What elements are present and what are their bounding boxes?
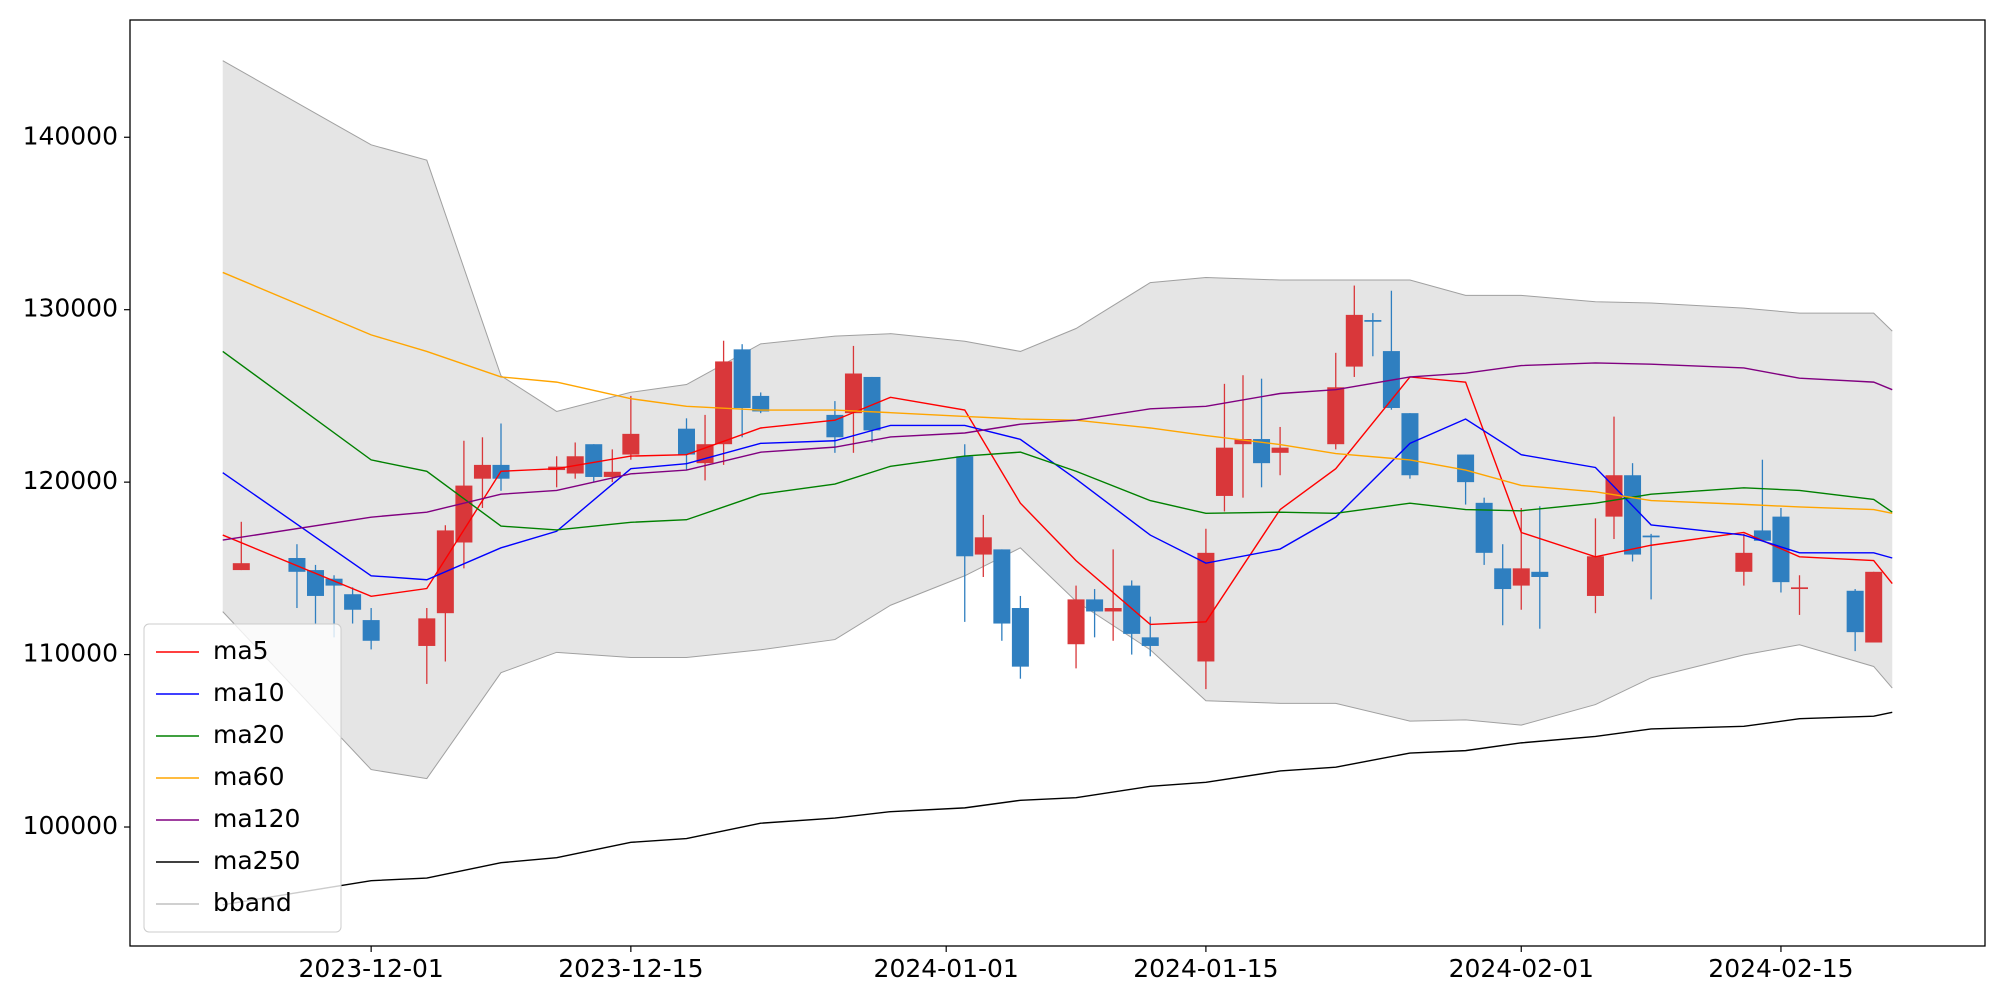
candle-body <box>1475 502 1493 553</box>
ma-line <box>222 376 1893 626</box>
legend-label: ma60 <box>213 762 284 791</box>
candle-body <box>1253 439 1271 464</box>
candle-body <box>993 549 1011 624</box>
candle-body <box>1457 454 1475 483</box>
candle-body <box>1605 475 1623 517</box>
candle-body <box>1345 314 1363 367</box>
y-tick-label: 140000 <box>23 121 118 150</box>
candle-body <box>1642 535 1660 538</box>
x-tick-label: 2024-01-15 <box>1133 954 1278 983</box>
legend-label: ma250 <box>213 846 300 875</box>
candle-body <box>1791 587 1808 590</box>
ma-line <box>222 418 1893 581</box>
candle-body <box>1753 530 1771 541</box>
candle-body <box>603 471 621 477</box>
legend-label: ma20 <box>213 720 284 749</box>
candle-body <box>1327 387 1345 445</box>
candle-body <box>455 485 473 543</box>
candle-body <box>715 361 733 445</box>
candle-body <box>1512 568 1530 586</box>
candle-body <box>1271 447 1289 453</box>
legend-label: ma10 <box>213 678 284 707</box>
legend-label: ma120 <box>213 804 300 833</box>
plot-frame <box>129 19 1986 947</box>
candle-body <box>733 349 751 408</box>
candle-body <box>344 594 362 610</box>
candle-body <box>678 428 695 455</box>
candle-body <box>325 578 343 586</box>
ma-line <box>222 362 1893 541</box>
ma-line <box>222 711 1893 906</box>
legend-label: ma5 <box>213 636 269 665</box>
candle-body <box>1086 599 1104 612</box>
x-tick-label: 2024-01-01 <box>874 954 1019 983</box>
band-edge <box>222 60 1893 412</box>
y-tick-label: 110000 <box>23 639 118 668</box>
x-tick-label: 2024-02-15 <box>1708 954 1853 983</box>
candle-body <box>473 464 491 479</box>
candle-body <box>585 444 603 477</box>
candle-body <box>232 563 250 571</box>
x-tick-label: 2023-12-01 <box>299 954 444 983</box>
candle-body <box>1624 475 1642 555</box>
candle-body <box>974 537 992 555</box>
x-tick-label: 2023-12-15 <box>558 954 703 983</box>
legend-label: bband <box>213 888 292 917</box>
candle-body <box>622 433 640 455</box>
candle-body <box>1865 571 1883 643</box>
candle-body <box>1735 552 1753 572</box>
candle-body <box>956 456 974 557</box>
candle-body <box>1586 556 1604 596</box>
candle-body <box>1215 447 1233 496</box>
ma-line <box>222 271 1893 515</box>
candle-body <box>1364 320 1382 322</box>
candle-body <box>863 376 881 431</box>
candle-body <box>844 373 862 414</box>
candle-body <box>1141 637 1159 646</box>
candle-body <box>1123 585 1141 634</box>
candle-body <box>1067 599 1085 645</box>
candle-body <box>1531 571 1549 577</box>
ma-line <box>222 350 1893 531</box>
legend: ma5 ma10 ma20 ma60 ma120 ma250 bband <box>143 623 342 933</box>
legend-box <box>143 623 342 933</box>
candle-body <box>362 620 380 641</box>
candle-body <box>288 558 306 572</box>
candle-body <box>1104 608 1122 612</box>
candle-body <box>1197 552 1215 662</box>
candle-body <box>752 395 770 412</box>
candle-body <box>1494 568 1512 590</box>
x-tick-label: 2024-02-01 <box>1449 954 1594 983</box>
y-tick-label: 120000 <box>23 466 118 495</box>
y-tick-label: 100000 <box>23 811 118 840</box>
candle-body <box>307 570 324 596</box>
candle-body <box>1846 590 1864 633</box>
candle-body <box>418 618 436 646</box>
y-tick-label: 130000 <box>23 294 118 323</box>
candle-body <box>1234 439 1252 445</box>
candle-body <box>1011 608 1029 667</box>
